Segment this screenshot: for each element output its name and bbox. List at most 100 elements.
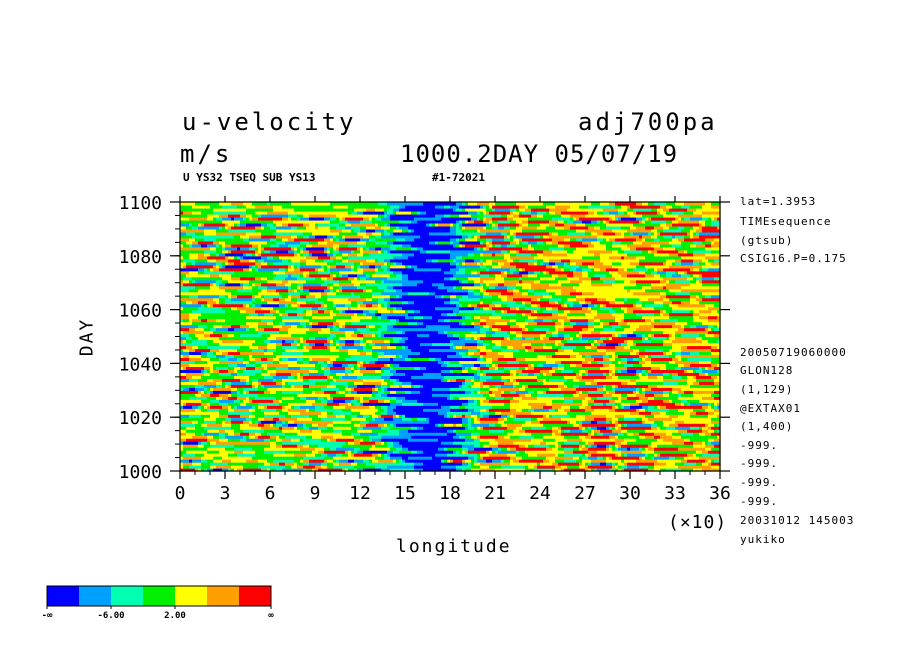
heatmap-cell: [390, 438, 394, 442]
heatmap-cell: [237, 423, 241, 427]
heatmap-cell: [537, 453, 541, 457]
heatmap-cell: [657, 444, 661, 448]
heatmap-cell: [663, 426, 667, 430]
heatmap-cell: [654, 462, 658, 466]
heatmap-cell: [210, 441, 214, 445]
heatmap-cell: [696, 435, 700, 439]
heatmap-cell: [315, 456, 319, 460]
heatmap-cell: [507, 438, 511, 442]
heatmap-cell: [339, 465, 343, 469]
heatmap-cell: [360, 465, 364, 469]
heatmap-cell: [525, 447, 529, 451]
heatmap-cell: [711, 426, 715, 430]
heatmap-cell: [615, 453, 619, 457]
heatmap-cell: [510, 444, 514, 448]
heatmap-cell: [183, 441, 187, 445]
heatmap-cell: [204, 465, 208, 469]
heatmap-cell: [231, 444, 235, 448]
heatmap-cell: [579, 450, 583, 454]
heatmap-cell: [537, 432, 541, 436]
heatmap-cell: [408, 444, 412, 448]
heatmap-cell: [354, 450, 358, 454]
heatmap-cell: [330, 435, 334, 439]
heatmap-cell: [681, 468, 685, 472]
heatmap-cell: [678, 462, 682, 466]
heatmap-cell: [243, 462, 247, 466]
heatmap-cell: [441, 465, 445, 469]
heatmap-cell: [261, 462, 265, 466]
heatmap-cell: [663, 462, 667, 466]
heatmap-cell: [558, 456, 562, 460]
heatmap-cell: [294, 426, 298, 430]
heatmap-cell: [288, 429, 292, 433]
heatmap-cell: [342, 453, 346, 457]
heatmap-cell: [258, 456, 262, 460]
heatmap-cell: [591, 447, 595, 451]
heatmap-cell: [459, 432, 463, 436]
heatmap-cell: [549, 462, 553, 466]
side-info-line: -999.: [740, 476, 779, 489]
heatmap-cell: [594, 432, 598, 436]
heatmap-cell: [342, 426, 346, 430]
heatmap-cell: [246, 429, 250, 433]
heatmap-cell: [489, 429, 493, 433]
heatmap-cell: [246, 456, 250, 460]
heatmap-cell: [465, 426, 469, 430]
heatmap-cell: [258, 432, 262, 436]
heatmap-cell: [312, 426, 316, 430]
heatmap-cell: [279, 459, 283, 463]
heatmap-cell: [594, 426, 598, 430]
heatmap-cell: [264, 426, 268, 430]
heatmap-cell: [621, 447, 625, 451]
heatmap-cell: [351, 429, 355, 433]
heatmap-cell: [339, 450, 343, 454]
heatmap-cell: [570, 444, 574, 448]
heatmap-cell: [438, 432, 442, 436]
side-info-line: (1,129): [740, 383, 794, 396]
heatmap-cell: [570, 468, 574, 472]
heatmap-cell: [528, 453, 532, 457]
heatmap-cell: [192, 426, 196, 430]
heatmap-cell: [570, 462, 574, 466]
heatmap-cell: [699, 441, 703, 445]
heatmap-cell: [447, 435, 451, 439]
heatmap-cell: [213, 465, 217, 469]
heatmap-cell: [309, 465, 313, 469]
heatmap-cell: [213, 432, 217, 436]
heatmap-cell: [192, 462, 196, 466]
heatmap-cell: [501, 465, 505, 469]
heatmap-cell: [222, 450, 226, 454]
heatmap-cell: [414, 462, 418, 466]
heatmap-cell: [684, 432, 688, 436]
heatmap-cell: [222, 465, 226, 469]
heatmap-cell: [573, 435, 577, 439]
heatmap-cell: [627, 468, 631, 472]
heatmap-cell: [300, 450, 304, 454]
heatmap-cell: [612, 453, 616, 457]
heatmap-cell: [546, 447, 550, 451]
heatmap-cell: [423, 462, 427, 466]
heatmap-cell: [684, 462, 688, 466]
heatmap-cell: [309, 456, 313, 460]
heatmap-cell: [549, 459, 553, 463]
heatmap-cell: [606, 462, 610, 466]
heatmap-cell: [381, 426, 385, 430]
heatmap-cell: [363, 453, 367, 457]
heatmap-cell: [615, 426, 619, 430]
heatmap-cell: [564, 435, 568, 439]
heatmap-cell: [480, 435, 484, 439]
heatmap-cell: [573, 438, 577, 442]
heatmap-cell: [552, 438, 556, 442]
heatmap-cell: [543, 453, 547, 457]
heatmap-cell: [357, 456, 361, 460]
heatmap-cell: [306, 462, 310, 466]
heatmap-cell: [330, 456, 334, 460]
heatmap-cell: [456, 447, 460, 451]
heatmap-cell: [390, 423, 394, 427]
heatmap-cell: [264, 447, 268, 451]
heatmap-cell: [426, 468, 430, 472]
heatmap-cell: [447, 429, 451, 433]
heatmap-cell: [195, 438, 199, 442]
heatmap-cell: [180, 450, 184, 454]
heatmap-cell: [321, 465, 325, 469]
